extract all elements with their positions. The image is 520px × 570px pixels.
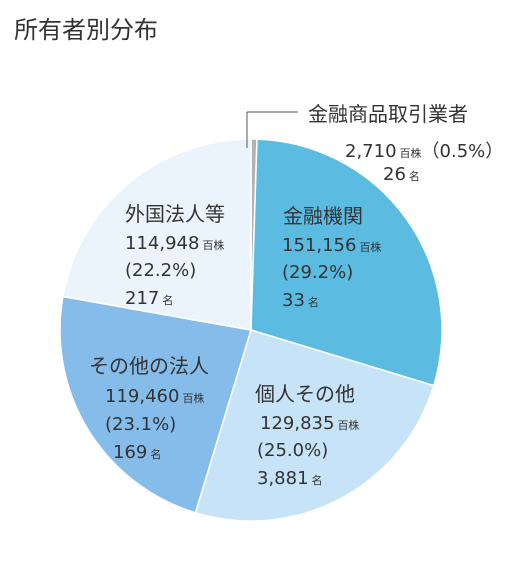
shares-unit: 百株 [359, 241, 382, 254]
shares-unit: 百株 [399, 147, 422, 160]
slice-value-securities-firms: 2,710 百株（0.5%） [345, 137, 503, 163]
holders-unit: 名 [307, 296, 319, 309]
slice-percent-other-corporations: (23.1%) [105, 414, 177, 435]
slice-shares-foreign-corporations: 114,948 百株 [125, 233, 224, 254]
shares-unit: 百株 [202, 239, 225, 252]
percent-value: （0.5%） [421, 141, 504, 162]
slice-foreign-corporations [62, 138, 252, 331]
holders-value: 217 [125, 288, 160, 309]
slice-shares-individuals-other: 129,835 百株 [260, 413, 359, 434]
holders-securities-firms: 26 名 [383, 164, 420, 185]
holders-unit: 名 [162, 294, 174, 307]
shares-unit: 百株 [182, 392, 205, 405]
holders-unit: 名 [311, 474, 323, 487]
holders-value: 3,881 [257, 468, 309, 489]
slice-shares-other-corporations: 119,460 百株 [105, 386, 204, 407]
slice-other-corporations [59, 295, 252, 514]
holders-unit: 名 [150, 448, 162, 461]
holders-value: 26 [383, 164, 406, 185]
slice-label-financial-institutions: 金融機関 [283, 204, 363, 228]
slice-label-foreign-corporations: 外国法人等 [125, 202, 225, 226]
holders-individuals-other: 3,881 名 [257, 468, 323, 489]
chart-title: 所有者別分布 [14, 16, 158, 44]
slice-shares-financial-institutions: 151,156 百株 [282, 235, 381, 256]
shares-value: 114,948 [125, 233, 200, 254]
slice-percent-foreign-corporations: (22.2%) [125, 260, 197, 281]
slice-individuals-other [194, 329, 435, 522]
slice-percent-individuals-other: (25.0%) [257, 440, 329, 461]
shares-value: 129,835 [260, 413, 335, 434]
holders-financial-institutions: 33 名 [282, 290, 319, 311]
slice-label-other-corporations: その他の法人 [89, 354, 209, 378]
holders-value: 169 [113, 442, 148, 463]
shares-value: 151,156 [282, 235, 357, 256]
holders-unit: 名 [408, 170, 420, 183]
shares-value: 2,710 [345, 141, 397, 162]
holders-foreign-corporations: 217 名 [125, 288, 173, 309]
slice-financial-institutions [250, 138, 443, 387]
holders-value: 33 [282, 290, 305, 311]
slice-label-securities-firms: 金融商品取引業者 [308, 102, 468, 126]
shares-unit: 百株 [337, 419, 360, 432]
holders-other-corporations: 169 名 [113, 442, 161, 463]
slice-label-individuals-other: 個人その他 [255, 382, 355, 406]
slice-percent-financial-institutions: (29.2%) [282, 262, 354, 283]
shares-value: 119,460 [105, 386, 180, 407]
